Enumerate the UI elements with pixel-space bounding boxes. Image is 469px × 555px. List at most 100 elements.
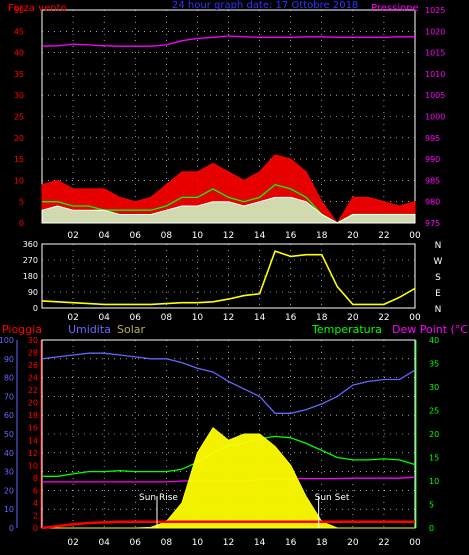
humidity-y-tick: 50 bbox=[4, 430, 14, 439]
rain-y-tick: 20 bbox=[28, 399, 38, 408]
compass-label: W bbox=[434, 257, 443, 267]
wind-y-tick: 20 bbox=[14, 134, 24, 143]
rain-axis-title: Pioggia bbox=[2, 323, 42, 336]
humidity-y-tick: 20 bbox=[4, 486, 14, 495]
rain-y-tick: 28 bbox=[28, 349, 38, 358]
wind-y-tick: 50 bbox=[14, 6, 24, 15]
rain-y-tick: 30 bbox=[28, 336, 38, 345]
sunset-label: Sun Set bbox=[315, 493, 350, 503]
direction-x-tick: 22 bbox=[378, 313, 389, 323]
wind-pressure-ticks: 0510152025303540455097598098599099510001… bbox=[14, 6, 446, 241]
humidity-series bbox=[41, 352, 416, 414]
sunrise-label: Sun Rise bbox=[139, 493, 178, 503]
weather-ticks: 0102030405060708090100024681012141618202… bbox=[0, 336, 439, 548]
wind-x-tick: 14 bbox=[254, 231, 266, 241]
compass-label: E bbox=[435, 289, 441, 299]
wind-y-tick: 30 bbox=[14, 91, 24, 100]
temperature-y-tick: 20 bbox=[429, 430, 439, 439]
weather-x-tick: 04 bbox=[98, 538, 110, 548]
wind-x-tick: 18 bbox=[316, 231, 328, 241]
rain-y-tick: 6 bbox=[33, 486, 38, 495]
direction-y-tick: 360 bbox=[23, 240, 38, 249]
humidity-y-tick: 60 bbox=[4, 411, 14, 420]
rain-y-tick: 8 bbox=[33, 474, 38, 483]
direction-y-tick: 90 bbox=[28, 288, 38, 297]
rain-y-tick: 14 bbox=[28, 436, 38, 445]
rain-y-tick: 2 bbox=[33, 511, 38, 520]
wind-y-tick: 0 bbox=[19, 219, 24, 228]
weather-x-tick: 10 bbox=[192, 538, 204, 548]
temperature-y-tick: 5 bbox=[429, 501, 434, 510]
direction-x-tick: 02 bbox=[67, 313, 78, 323]
rain-y-tick: 22 bbox=[28, 386, 38, 395]
pressure-y-tick: 1015 bbox=[425, 49, 445, 58]
wind-x-tick: 04 bbox=[98, 231, 110, 241]
wind-x-tick: 20 bbox=[347, 231, 359, 241]
rain-y-tick: 12 bbox=[28, 449, 38, 458]
direction-x-tick: 10 bbox=[192, 313, 204, 323]
temperature-axis-title: Temperatura bbox=[311, 323, 382, 336]
compass-label: N bbox=[435, 305, 442, 315]
humidity-y-tick: 0 bbox=[9, 524, 14, 533]
rain-y-tick: 10 bbox=[28, 461, 38, 470]
humidity-axis-title: Umidita bbox=[68, 323, 111, 336]
temperature-y-tick: 25 bbox=[429, 407, 439, 416]
weather-x-tick: 20 bbox=[347, 538, 359, 548]
pressure-y-tick: 1000 bbox=[425, 113, 445, 122]
wind-direction-grid bbox=[42, 244, 415, 308]
weather-x-tick: 12 bbox=[223, 538, 234, 548]
wind-x-tick: 16 bbox=[285, 231, 297, 241]
direction-x-tick: 14 bbox=[254, 313, 266, 323]
wind-direction-series bbox=[41, 250, 416, 306]
wind-pressure-series bbox=[41, 35, 416, 224]
direction-y-tick: 270 bbox=[23, 256, 38, 265]
compass-label: N bbox=[435, 241, 442, 251]
direction-x-tick: 00 bbox=[409, 313, 421, 323]
pressure-y-tick: 1020 bbox=[425, 27, 445, 36]
wind-gust-series bbox=[41, 154, 416, 224]
wind-speed-series bbox=[41, 196, 416, 224]
humidity-y-tick: 70 bbox=[4, 392, 14, 401]
pressure-y-tick: 1025 bbox=[425, 6, 445, 15]
wind-y-tick: 10 bbox=[14, 176, 24, 185]
weather-series bbox=[41, 352, 416, 530]
wind-y-tick: 25 bbox=[14, 113, 24, 122]
rain-y-tick: 0 bbox=[33, 524, 38, 533]
weather-x-tick: 14 bbox=[254, 538, 266, 548]
wind-y-tick: 45 bbox=[14, 27, 24, 36]
wind-x-tick: 22 bbox=[378, 231, 389, 241]
weather-x-tick: 08 bbox=[161, 538, 173, 548]
solar-axis-title: Solar bbox=[117, 323, 146, 336]
wind-x-tick: 00 bbox=[409, 231, 421, 241]
pressure-y-tick: 990 bbox=[425, 155, 440, 164]
direction-x-tick: 04 bbox=[98, 313, 110, 323]
humidity-y-tick: 90 bbox=[4, 355, 14, 364]
pressure-axis-title: Pressione bbox=[371, 3, 419, 14]
humidity-y-tick: 10 bbox=[4, 505, 14, 514]
pressure-series bbox=[41, 35, 415, 47]
wind-x-tick: 12 bbox=[223, 231, 234, 241]
temperature-y-tick: 30 bbox=[429, 383, 439, 392]
wind-axis-title: Forza vento bbox=[8, 3, 67, 14]
rain-y-tick: 16 bbox=[28, 424, 38, 433]
rain-y-tick: 26 bbox=[28, 361, 38, 370]
weather-x-tick: 16 bbox=[285, 538, 297, 548]
wind-x-tick: 10 bbox=[192, 231, 204, 241]
compass-label: S bbox=[435, 273, 441, 283]
direction-x-tick: 18 bbox=[316, 313, 328, 323]
dewpoint-axis-title: Dew Point (°C) bbox=[392, 323, 469, 336]
pressure-y-tick: 1005 bbox=[425, 91, 445, 100]
solar-series bbox=[42, 426, 415, 529]
wind-y-tick: 15 bbox=[14, 155, 24, 164]
humidity-y-tick: 30 bbox=[4, 468, 14, 477]
wind-direction-series bbox=[41, 250, 416, 306]
chart-title: 24 hour graph date: 17 Ottobre 2018 bbox=[172, 0, 358, 11]
pressure-y-tick: 985 bbox=[425, 176, 440, 185]
direction-x-tick: 20 bbox=[347, 313, 359, 323]
weather-x-tick: 00 bbox=[409, 538, 421, 548]
direction-x-tick: 12 bbox=[223, 313, 234, 323]
wind-y-tick: 40 bbox=[14, 49, 24, 58]
